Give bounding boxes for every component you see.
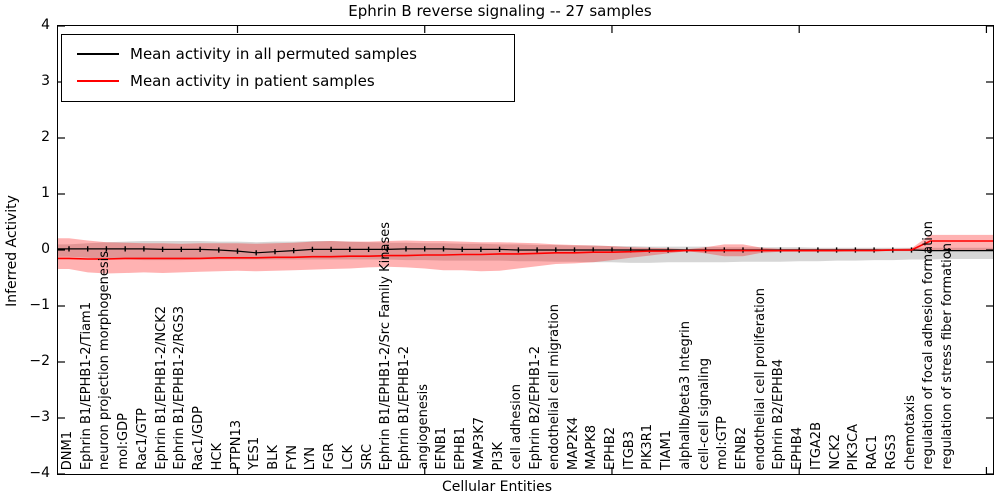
y-tick-label: −1	[29, 297, 50, 313]
x-category-label: regulation of stress fiber formation	[939, 243, 955, 470]
x-category-label: chemotaxis	[902, 394, 918, 470]
x-category-label: FYN	[284, 444, 300, 470]
plot-canvas	[58, 26, 993, 474]
x-category-label: Ephrin B1/EPHB1-2	[397, 346, 412, 470]
chart-title: Ephrin B reverse signaling -- 27 samples	[348, 2, 652, 20]
x-category-label: EPHB4	[790, 426, 806, 470]
x-category-label: EPHB2	[602, 426, 618, 470]
legend-item-permuted: Mean activity in all permuted samples	[62, 40, 514, 67]
x-category-label: MAP3K7	[471, 416, 487, 470]
x-category-label: endothelial cell proliferation	[752, 287, 768, 471]
x-category-label: NCK2	[827, 434, 843, 470]
x-category-label: regulation of focal adhesion formation	[921, 221, 937, 470]
x-category-label: RGS3	[883, 434, 899, 470]
x-category-label: DNM1	[60, 430, 75, 470]
x-category-label: ITGA2B	[808, 422, 824, 470]
x-category-label: EFNB1	[434, 427, 450, 470]
y-tick-label: 4	[41, 17, 50, 33]
y-tick-label: 0	[41, 241, 50, 257]
x-category-label: MAPK8	[584, 425, 600, 470]
x-category-label: PIK3R1	[640, 424, 656, 470]
x-category-label: Rac1/GDP	[191, 405, 207, 470]
x-category-label: Ephrin B2/EPHB4	[771, 359, 787, 470]
x-category-label: PTPN13	[228, 420, 244, 470]
x-category-label: SRC	[359, 444, 375, 470]
x-category-label: alphaIIb/beta3 Integrin	[677, 321, 693, 470]
x-category-label: cell adhesion	[509, 384, 525, 470]
x-category-label: MAP2K4	[565, 416, 581, 470]
x-category-label: Ephrin B1/EPHB1-2/Tiam1	[78, 301, 94, 470]
x-category-label: LYN	[303, 446, 319, 470]
x-category-label: YES1	[247, 437, 263, 470]
x-category-label: EPHB1	[453, 426, 469, 470]
x-category-label: RAC1	[865, 435, 881, 470]
x-category-label: Ephrin B1/EPHB1-2/RGS3	[172, 306, 188, 470]
legend-line-sample-red	[77, 79, 119, 82]
legend-line-sample-black	[77, 52, 119, 55]
x-category-label: Ephrin B2/EPHB1-2	[528, 346, 544, 470]
x-category-label: endothelial cell migration	[546, 304, 562, 470]
y-tick-label: −2	[29, 353, 50, 369]
x-category-label: PIK3CA	[846, 423, 862, 470]
x-category-label: Ephrin B1/EPHB1-2/NCK2	[153, 306, 169, 470]
y-tick-label: 2	[41, 129, 50, 145]
x-category-label: PI3K	[490, 441, 506, 470]
x-category-label: ITGB3	[621, 430, 637, 470]
plot-area: Mean activity in all permuted samples Me…	[57, 25, 994, 475]
y-tick-label: −3	[29, 409, 50, 425]
y-tick-label: −4	[29, 465, 50, 481]
x-category-label: TIAM1	[659, 429, 675, 470]
x-category-label: cell-cell signaling	[696, 357, 712, 470]
x-category-label: BLK	[265, 445, 281, 470]
x-axis-title: Cellular Entities	[441, 479, 553, 495]
x-category-label: Ephrin B1/EPHB1-2/Src Family Kinases	[378, 221, 394, 470]
legend-item-patient: Mean activity in patient samples	[62, 67, 514, 94]
legend-label-patient: Mean activity in patient samples	[130, 71, 375, 90]
x-category-label: LCK	[340, 445, 356, 470]
x-category-label: angiogenesis	[415, 384, 431, 470]
x-category-label: neuron projection morphogenesis	[97, 251, 113, 470]
x-category-label: HCK	[209, 442, 225, 470]
legend: Mean activity in all permuted samples Me…	[61, 34, 515, 102]
Mean-activity-in-patient-samples-line	[58, 240, 993, 260]
x-category-label: FGR	[322, 443, 338, 470]
y-tick-label: 1	[41, 185, 50, 201]
x-category-label: EFNB2	[734, 427, 750, 470]
x-category-label: mol:GDP	[116, 413, 132, 470]
legend-label-permuted: Mean activity in all permuted samples	[130, 44, 417, 63]
y-tick-label: 3	[41, 73, 50, 89]
x-category-label: Rac1/GTP	[134, 408, 150, 470]
x-category-label: mol:GTP	[715, 416, 731, 470]
